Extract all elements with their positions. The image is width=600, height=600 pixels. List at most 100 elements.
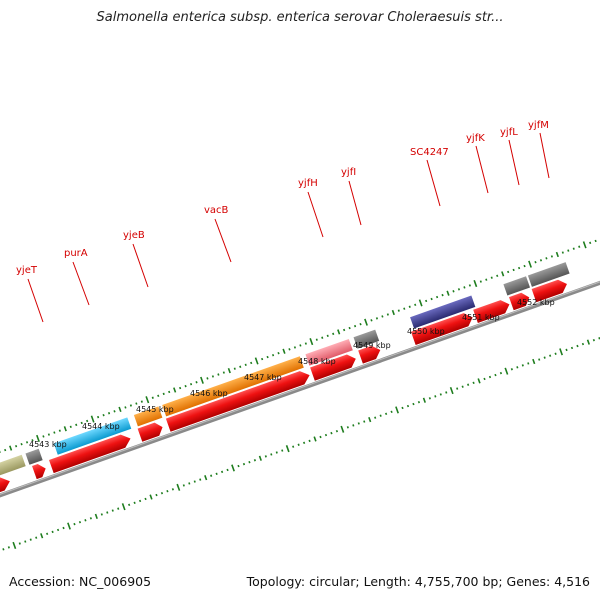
upper-tick (254, 357, 259, 365)
gene-label-vacB: vacB (204, 205, 229, 216)
feature-cyan-purA (53, 417, 132, 455)
upper-tick (102, 413, 105, 417)
gene-label-yjeT: yjeT (16, 265, 38, 276)
upper-tick (47, 433, 50, 436)
lower-tick (144, 497, 147, 501)
upper-tick (430, 297, 433, 301)
lower-tick-row (2, 337, 600, 551)
upper-tick (222, 371, 225, 374)
gene-label-yjeB: yjeB (123, 230, 145, 241)
upper-tick (572, 247, 575, 250)
upper-tick (200, 376, 204, 384)
lower-tick (324, 433, 328, 437)
scale-labels: 4543 kbp 4544 kbp 4545 kbp 4546 kbp 4547… (29, 298, 555, 449)
lower-tick (281, 449, 284, 452)
lower-tick (401, 406, 404, 410)
lower-tick (330, 431, 333, 435)
lower-tick (538, 358, 541, 361)
gene-label-yjfK: yjfK (466, 133, 485, 144)
feature-orange-yjeB (133, 406, 163, 427)
kbp-label-4549: 4549 kbp (353, 341, 391, 350)
lower-tick (467, 383, 470, 386)
upper-tick (468, 284, 471, 287)
feature-gray-yjfL (503, 276, 531, 296)
upper-tick (359, 322, 362, 326)
kbp-label-4545: 4545 kbp (136, 405, 174, 414)
genome-backbone-highlight (0, 224, 600, 519)
lower-tick (264, 455, 267, 458)
upper-tick (58, 429, 61, 432)
upper-tick (594, 239, 597, 243)
lower-tick (199, 478, 202, 481)
kbp-label-4552: 4552 kbp (517, 298, 555, 307)
lower-tick (78, 520, 82, 524)
leader-yjfM (539, 132, 550, 179)
lower-tick (412, 402, 415, 406)
upper-tick (113, 410, 116, 413)
gene-label-purA: purA (64, 248, 88, 259)
lower-tick (193, 480, 196, 483)
lower-tick (559, 348, 563, 356)
lower-tick (292, 445, 295, 448)
upper-tick (97, 415, 100, 419)
lower-tick (549, 354, 552, 357)
upper-tick (151, 396, 154, 399)
upper-tick (25, 441, 29, 444)
upper-tick (124, 406, 127, 409)
lower-tick (237, 464, 240, 468)
upper-tick (403, 307, 406, 310)
upper-tick (309, 338, 314, 346)
feature-olive (0, 454, 26, 499)
upper-tick (20, 443, 23, 446)
upper-tick (36, 434, 40, 442)
upper-tick (391, 309, 395, 316)
upper-tick (217, 373, 220, 376)
upper-tick (157, 394, 160, 398)
lower-tick (176, 483, 181, 491)
upper-tick (271, 353, 275, 357)
lower-tick (160, 491, 164, 495)
upper-tick (496, 274, 499, 277)
lower-tick (379, 414, 382, 417)
lower-tick (204, 475, 208, 481)
lower-tick (346, 426, 349, 429)
upper-tick (326, 334, 329, 338)
upper-tick (479, 280, 482, 283)
lower-tick (51, 530, 54, 534)
upper-tick (457, 288, 461, 291)
upper-tick (118, 406, 122, 412)
upper-tick (206, 377, 209, 380)
upper-tick (107, 412, 111, 415)
upper-tick (304, 342, 307, 345)
upper-tick (282, 348, 286, 354)
upper-tick (211, 375, 215, 378)
lower-tick (422, 397, 426, 403)
lower-tick (352, 424, 355, 427)
upper-tick (555, 251, 559, 258)
lower-tick (24, 540, 27, 543)
lower-tick (303, 441, 306, 445)
lower-tick (12, 541, 17, 549)
upper-tick (441, 293, 444, 297)
upper-tick (578, 245, 581, 248)
map-title: Salmonella enterica subsp. enterica sero… (96, 10, 504, 25)
lower-tick (275, 451, 278, 454)
upper-tick (227, 368, 231, 374)
upper-tick (250, 361, 253, 365)
lower-tick (374, 416, 377, 419)
lower-tick (417, 400, 421, 404)
cds-arrow-yjfK (473, 300, 510, 323)
cds-arrow-yjfL (509, 292, 530, 311)
upper-tick (233, 367, 236, 370)
upper-tick (0, 450, 1, 454)
cds-arrow-vacB (165, 371, 310, 432)
upper-tick (173, 387, 177, 393)
upper-tick (337, 329, 341, 335)
lower-tick (285, 445, 290, 453)
gene-label-yjfL: yjfL (500, 127, 518, 138)
upper-tick (435, 295, 439, 299)
leader-yjfK (475, 145, 489, 194)
upper-tick (485, 278, 488, 281)
upper-tick (446, 290, 450, 296)
lower-tick (221, 470, 224, 474)
